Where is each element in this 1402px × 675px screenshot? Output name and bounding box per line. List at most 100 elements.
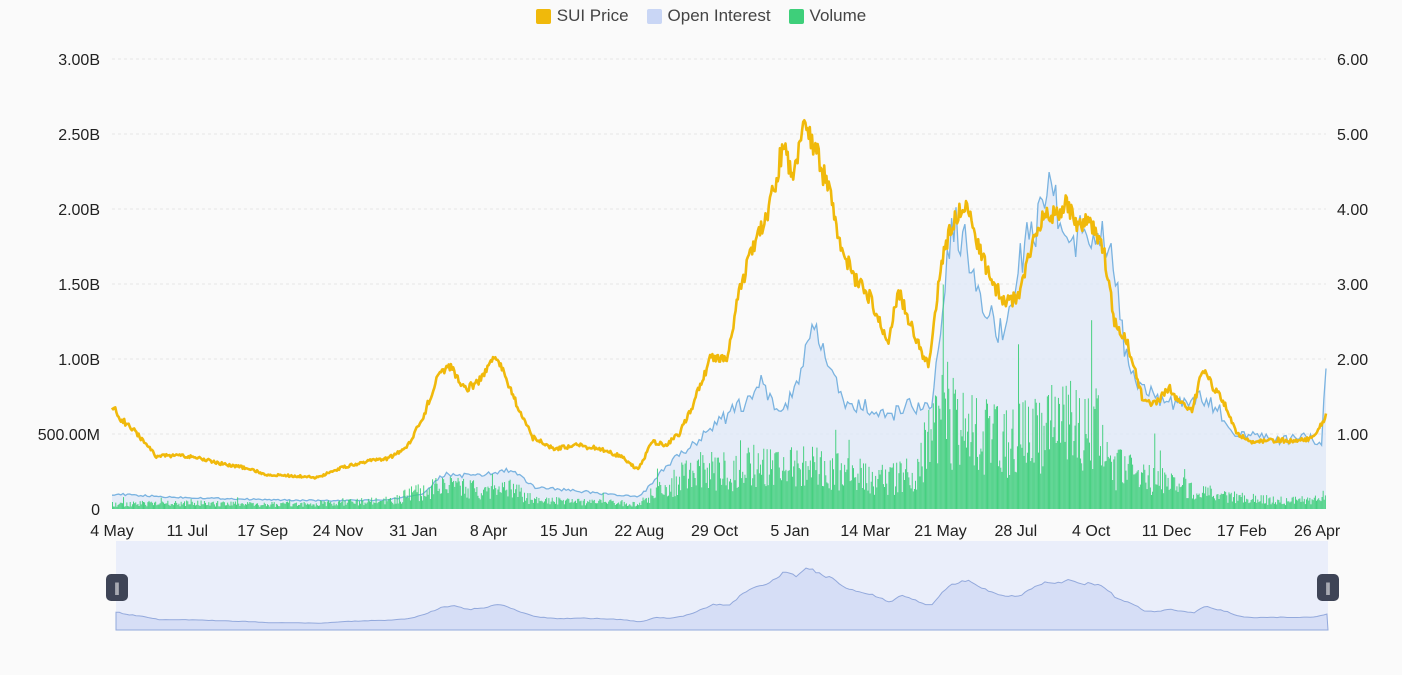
volume-bar [135,502,137,509]
volume-bar [982,431,984,509]
volume-bar [491,474,493,509]
volume-bar [1065,385,1067,509]
volume-bar [474,488,476,509]
volume-bar [1184,469,1186,509]
volume-bar [835,429,837,509]
volume-bar [907,472,909,509]
volume-bar [414,489,416,509]
volume-bar [660,485,662,509]
volume-bar [697,459,699,509]
volume-bar [1000,467,1002,509]
volume-bar [929,462,931,509]
volume-bar [429,499,431,509]
volume-bar [940,419,942,509]
volume-bar [326,501,328,509]
volume-bar [1224,491,1226,509]
volume-bar [728,481,730,509]
volume-bar [133,501,134,509]
volume-bar [557,504,559,509]
x-tick-label: 21 May [914,523,966,540]
volume-bar [687,478,689,509]
volume-bar [505,490,507,509]
volume-bar [226,505,228,509]
volume-bar [843,485,844,509]
legend-item-open-interest[interactable]: Open Interest [646,6,771,26]
volume-bar [1156,484,1158,509]
volume-bar [702,455,704,509]
volume-bar [565,500,566,509]
volume-bar [803,446,805,509]
volume-bar [602,492,604,509]
volume-bar [272,503,274,509]
volume-bar [577,498,579,509]
volume-bar [1072,455,1074,509]
volume-bar [1084,399,1086,509]
volume-bar [612,500,614,509]
volume-bar [600,499,602,509]
volume-bar [1194,499,1196,509]
volume-bar [705,482,707,509]
volume-bar [331,503,333,509]
volume-bar [406,495,408,509]
volume-bar [1276,504,1278,509]
volume-bar [733,460,735,509]
volume-bar [373,502,375,509]
volume-bar [617,503,619,509]
volume-bar [1177,491,1179,509]
volume-bar [312,504,314,509]
volume-bar [1159,450,1161,509]
volume-bar [1314,495,1316,509]
volume-bar [367,498,369,509]
volume-bar [1290,501,1292,509]
volume-bar [311,505,313,509]
volume-bar [527,493,529,509]
volume-bar [878,470,880,509]
volume-bar [388,498,390,509]
volume-bar [608,501,610,509]
x-tick-label: 15 Jun [540,523,588,540]
legend-item-volume[interactable]: Volume [788,6,866,26]
range-navigator[interactable]: ‖ ‖ [106,541,1339,631]
volume-bar [881,464,883,509]
volume-bar [1158,485,1160,509]
volume-bar [848,439,850,509]
volume-bar [500,492,502,509]
volume-bar [619,504,621,509]
volume-bar [668,495,669,509]
y-left-tick-label: 1.00B [58,352,100,369]
volume-bar [815,470,817,509]
legend-item-price[interactable]: SUI Price [535,6,629,26]
volume-bar [1078,398,1080,509]
volume-bar [774,453,776,509]
volume-bar [1039,402,1041,509]
volume-bar [645,498,647,509]
volume-bar [342,498,344,509]
volume-bar [898,473,900,509]
volume-bar [1056,440,1058,509]
volume-bar [639,502,641,509]
volume-bar [972,432,974,509]
volume-bar [741,478,743,509]
volume-bar [662,494,664,509]
volume-bar [166,503,168,509]
volume-bar [469,480,471,509]
volume-bar [786,481,788,509]
volume-bar [1175,490,1177,509]
navigator-handle-right[interactable]: ‖ [1317,574,1339,601]
volume-bar [1149,487,1151,509]
open-interest-line [112,171,1327,502]
volume-bar [460,495,462,509]
volume-bar [755,487,757,509]
volume-bar [244,504,246,509]
volume-bar [632,501,634,509]
volume-bar [217,501,219,509]
volume-bar [1132,464,1134,509]
volume-bar [1163,493,1165,509]
navigator-handle-left[interactable]: ‖ [106,574,128,601]
volume-bar [1255,495,1257,509]
volume-bar [850,480,852,509]
volume-bar [1080,458,1082,509]
volume-bar [1207,487,1209,509]
volume-bar [737,486,739,509]
volume-bar [825,475,827,509]
